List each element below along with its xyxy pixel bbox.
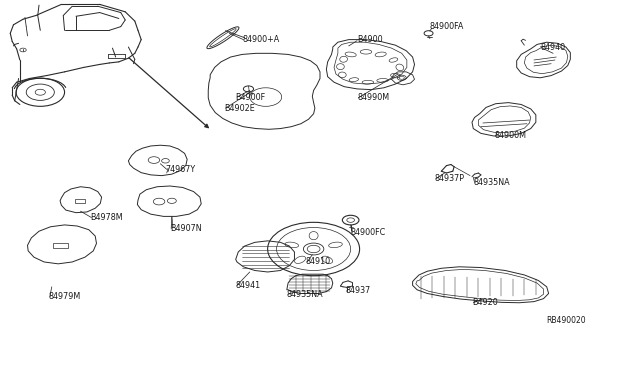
- Text: 84900M: 84900M: [494, 131, 526, 141]
- Text: 84900+A: 84900+A: [242, 35, 279, 44]
- Text: 84910: 84910: [306, 257, 331, 266]
- Text: B4900F: B4900F: [236, 93, 266, 102]
- Text: 84937P: 84937P: [435, 174, 465, 183]
- Text: B4978M: B4978M: [90, 213, 123, 222]
- Text: 74967Y: 74967Y: [166, 165, 196, 174]
- Text: 84935NA: 84935NA: [473, 178, 510, 187]
- Text: B4902E: B4902E: [224, 104, 255, 113]
- Text: B4900: B4900: [357, 35, 383, 44]
- Text: 84937: 84937: [346, 286, 371, 295]
- Text: B4920: B4920: [472, 298, 498, 307]
- Text: 84979M: 84979M: [49, 292, 81, 301]
- Text: 84990M: 84990M: [357, 93, 389, 102]
- Text: 84940: 84940: [540, 42, 566, 51]
- Text: 84900FA: 84900FA: [430, 22, 464, 31]
- Text: 84900FC: 84900FC: [351, 228, 386, 237]
- Text: 84935NA: 84935NA: [287, 290, 323, 299]
- Text: RB490020: RB490020: [547, 316, 586, 325]
- Text: B4907N: B4907N: [170, 224, 202, 233]
- Text: 84941: 84941: [236, 281, 261, 290]
